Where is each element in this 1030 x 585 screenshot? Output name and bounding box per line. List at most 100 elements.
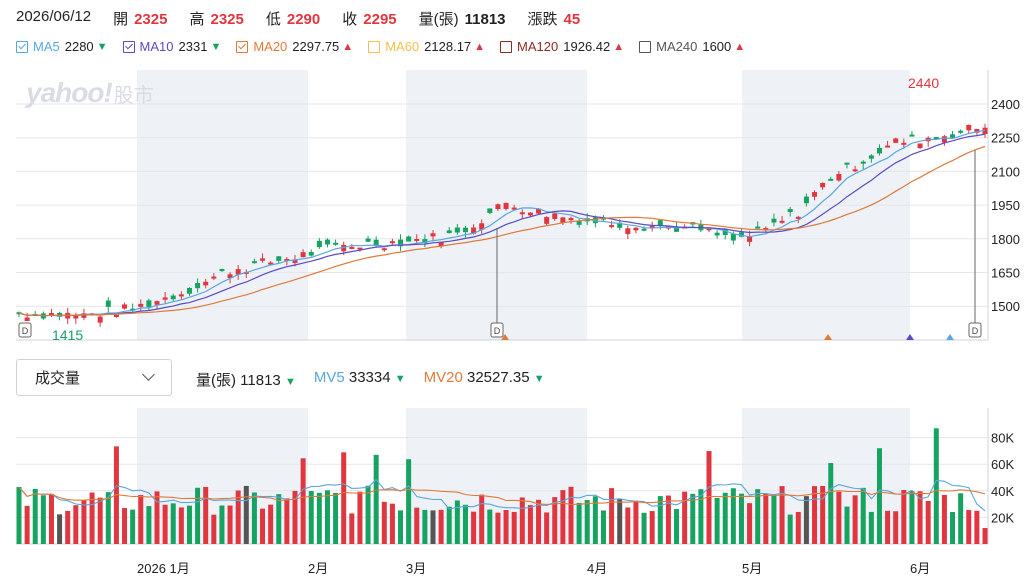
candle-body (511, 207, 517, 210)
candle-body (195, 282, 201, 289)
volume-bar (32, 488, 38, 544)
indicator-dropdown[interactable]: 成交量 (16, 359, 172, 396)
candle-body (406, 236, 412, 242)
volume-bar (665, 495, 671, 544)
volume-bar (97, 497, 103, 544)
volume-bar (706, 451, 712, 544)
ma10-line (18, 133, 986, 317)
dividend-marker-letter: D (972, 326, 979, 336)
candle-body (747, 236, 753, 242)
volume-bar (560, 490, 566, 544)
volume-bar (795, 511, 801, 544)
legend-ma240[interactable]: MA240 1600 ▲ (639, 39, 745, 54)
candle-body (138, 303, 144, 307)
event-triangle (946, 334, 954, 340)
volume-bar (24, 505, 30, 544)
candle-body (617, 222, 623, 228)
candle-body (503, 202, 509, 209)
volume-bar (138, 495, 144, 544)
volume-bar (698, 489, 704, 544)
checkbox-icon[interactable] (639, 40, 652, 53)
candle-body (203, 281, 209, 286)
legend-ma5[interactable]: MA5 2280 ▼ (16, 39, 108, 54)
volume-bar (657, 496, 663, 544)
volume-bar (876, 448, 882, 544)
legend-name: MA10 (139, 39, 174, 54)
checkbox-icon[interactable] (368, 40, 381, 53)
candle-body (422, 239, 428, 244)
volume-bar (552, 497, 558, 544)
volume-bar (235, 490, 241, 544)
volume-y-tick: 80K (991, 431, 1014, 446)
volume-bar (690, 493, 696, 544)
volume-bar (682, 491, 688, 544)
candle-body (836, 174, 842, 181)
candle-body (933, 136, 939, 139)
candle-body (730, 233, 736, 241)
volume-y-tick: 60K (991, 457, 1014, 472)
candle-body (714, 232, 720, 236)
volume-bar (649, 511, 655, 544)
volume-bar (57, 514, 63, 544)
down-triangle-icon: ▼ (210, 40, 222, 53)
candle-body (276, 256, 282, 261)
mv5-value: 33334 (348, 369, 391, 386)
legend-ma120[interactable]: MA120 1926.42 ▲ (500, 39, 624, 54)
candle-body (154, 301, 160, 305)
volume-bar (381, 501, 387, 544)
candle-body (950, 134, 956, 138)
volume-bar (81, 499, 87, 544)
volume-bar (966, 510, 972, 544)
up-triangle-icon: ▲ (613, 40, 625, 53)
volume-bar (503, 510, 509, 544)
legend-ma60[interactable]: MA60 2128.17 ▲ (368, 39, 485, 54)
candle-body (649, 225, 655, 228)
legend-name: MA20 (253, 39, 288, 54)
checkbox-icon[interactable] (236, 40, 249, 53)
candle-body (958, 130, 964, 133)
volume-bar (422, 509, 428, 544)
x-tick-label: 2月 (308, 561, 328, 576)
checkbox-icon[interactable] (500, 40, 513, 53)
volume-bar (430, 510, 436, 544)
volume-bar (787, 514, 793, 544)
volume-bar (122, 508, 128, 544)
volume-bar (738, 493, 744, 544)
candle-body (414, 238, 420, 241)
volume-bar (316, 492, 322, 544)
legend-value: 2297.75 (292, 39, 340, 54)
mv20-label: MV20 (423, 369, 463, 386)
volume-bar (373, 454, 379, 544)
volume-bar (65, 510, 71, 544)
volume-bar (625, 507, 631, 544)
volume-bar (398, 510, 404, 544)
volume-bar (909, 491, 915, 544)
candle-body (755, 226, 761, 229)
y-tick-label: 2400 (991, 97, 1020, 112)
mv5-label: MV5 (313, 369, 345, 386)
volume-bar (308, 491, 314, 544)
volume-bar (893, 511, 899, 544)
candle-body (852, 169, 858, 172)
legend-value: 2128.17 (424, 39, 472, 54)
checkbox-icon[interactable] (122, 40, 135, 53)
ma20-line (18, 145, 986, 317)
candle-body (527, 212, 533, 216)
candle-body (763, 228, 769, 231)
candle-body (657, 220, 663, 226)
quote-date: 2026/06/12 (16, 8, 92, 25)
legend-ma20[interactable]: MA20 2297.75 ▲ (236, 39, 353, 54)
candle-body (81, 313, 87, 318)
checkbox-icon[interactable] (16, 40, 28, 53)
volume-bar (958, 493, 964, 544)
legend-ma10[interactable]: MA10 2331 ▼ (122, 39, 222, 54)
volume-bar (941, 494, 947, 544)
volume-bar (219, 505, 225, 544)
close-value: 2295 (363, 11, 397, 28)
month-band (742, 408, 910, 544)
candle-body (341, 244, 347, 252)
volume-bar (260, 508, 266, 544)
volume-bar (389, 503, 395, 544)
open-value: 2325 (134, 11, 168, 28)
